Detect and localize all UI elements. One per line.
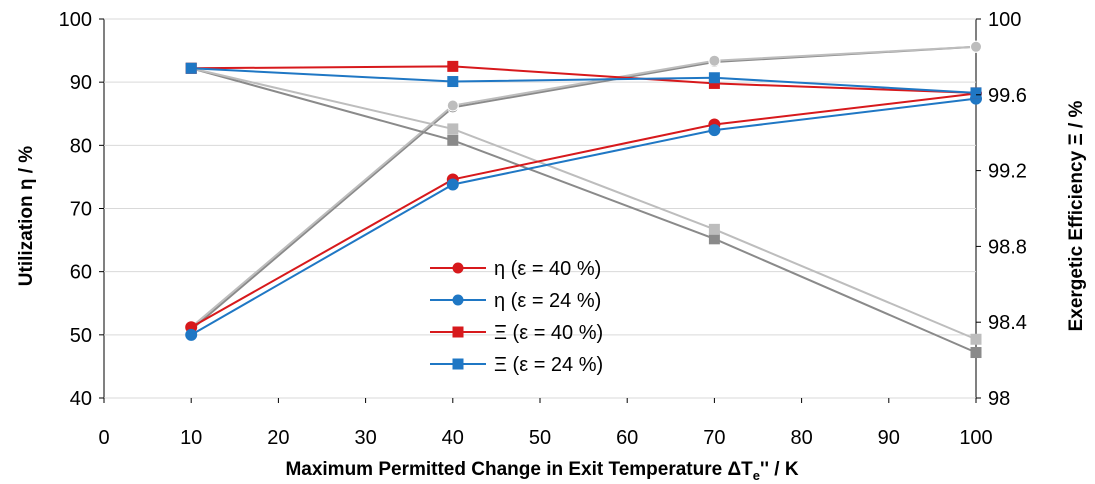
y-tick-labels: 40 50 60 70 80 90 100 (59, 9, 104, 410)
data-point (708, 54, 721, 67)
data-point (447, 76, 459, 88)
y2-tick-label: 98.4 (988, 312, 1027, 334)
y2-tick-label: 99.6 (988, 85, 1027, 107)
y2-tick-label: 99.2 (988, 161, 1027, 183)
data-point (970, 40, 982, 53)
y-tick-label: 100 (59, 9, 92, 31)
legend-marker (452, 358, 464, 370)
legend-entry: η (ε = 40 %) (430, 258, 601, 280)
series-layer (185, 40, 982, 359)
series-line (190, 97, 977, 336)
data-point (708, 223, 720, 235)
series-1 (185, 92, 982, 341)
x-axis-label: Maximum Permitted Change in Exit Tempera… (285, 459, 798, 483)
series-line (190, 45, 977, 329)
data-point (447, 123, 459, 135)
legend-marker (452, 294, 464, 306)
data-point (708, 124, 721, 137)
legend-marker (452, 326, 464, 338)
x-tick-label: 0 (98, 427, 109, 449)
y-tick-label: 60 (70, 262, 92, 284)
legend-label: η (ε = 40 %) (494, 258, 601, 280)
y2-tick-label: 98.8 (988, 236, 1027, 258)
legend-marker (452, 262, 464, 274)
data-point (447, 134, 459, 146)
y2-tick-label: 100 (988, 9, 1021, 31)
legend-entry: Ξ (ε = 24 %) (430, 354, 603, 376)
x-tick-label: 50 (529, 427, 551, 449)
legend-entry: Ξ (ε = 40 %) (430, 322, 603, 344)
x-tick-label: 80 (790, 427, 812, 449)
data-point (708, 72, 720, 84)
legend-label: Ξ (ε = 24 %) (494, 354, 603, 376)
data-point (446, 99, 459, 112)
data-point (447, 60, 459, 72)
gridlines (104, 18, 976, 399)
data-point (185, 62, 197, 74)
y-tick-label: 80 (70, 135, 92, 157)
legend-entry: η (ε = 24 %) (430, 290, 601, 312)
data-point (708, 233, 720, 245)
y2-tick-label: 98 (988, 388, 1010, 410)
x-axis-label-main: Maximum Permitted Change in Exit Tempera… (285, 459, 753, 480)
series-line (191, 67, 977, 94)
x-axis-label-suffix: '' / K (760, 459, 799, 480)
x-tick-label: 70 (703, 427, 725, 449)
legend-label: Ξ (ε = 40 %) (494, 322, 603, 344)
series-line (190, 92, 977, 329)
series-3 (185, 62, 982, 99)
series-line (191, 65, 977, 94)
y2-tick-labels: 98 98.4 98.8 99.2 99.6 100 (976, 9, 1027, 410)
data-point (970, 333, 982, 345)
data-point (708, 77, 720, 89)
x-tick-label: 30 (354, 427, 376, 449)
x-tick-label: 20 (267, 427, 289, 449)
x-tick-label: 90 (878, 427, 900, 449)
x-axis-label-subscript: e (753, 468, 760, 483)
x-tick-labels: 0 10 20 30 40 50 60 70 80 90 100 (98, 398, 993, 449)
y2-axis-label: Exergetic Efficiency Ξ / % (1066, 100, 1087, 331)
data-point (970, 347, 982, 359)
y-tick-label: 70 (70, 199, 92, 221)
y-tick-label: 40 (70, 388, 92, 410)
series-line (190, 67, 977, 341)
series-line (190, 67, 977, 354)
data-point (446, 178, 459, 191)
x-tick-label: 100 (959, 427, 992, 449)
x-tick-label: 10 (180, 427, 202, 449)
y-tick-label: 90 (70, 72, 92, 94)
data-point (970, 87, 982, 99)
legend: η (ε = 40 %) η (ε = 24 %) Ξ (ε = 40 %) Ξ (ε… (430, 258, 603, 376)
x-tick-label: 40 (442, 427, 464, 449)
y-tick-label: 50 (70, 325, 92, 347)
y-axis-label: Utilization η / % (16, 146, 37, 286)
legend-label: η (ε = 24 %) (494, 290, 601, 312)
x-tick-label: 60 (616, 427, 638, 449)
data-point (185, 328, 198, 341)
